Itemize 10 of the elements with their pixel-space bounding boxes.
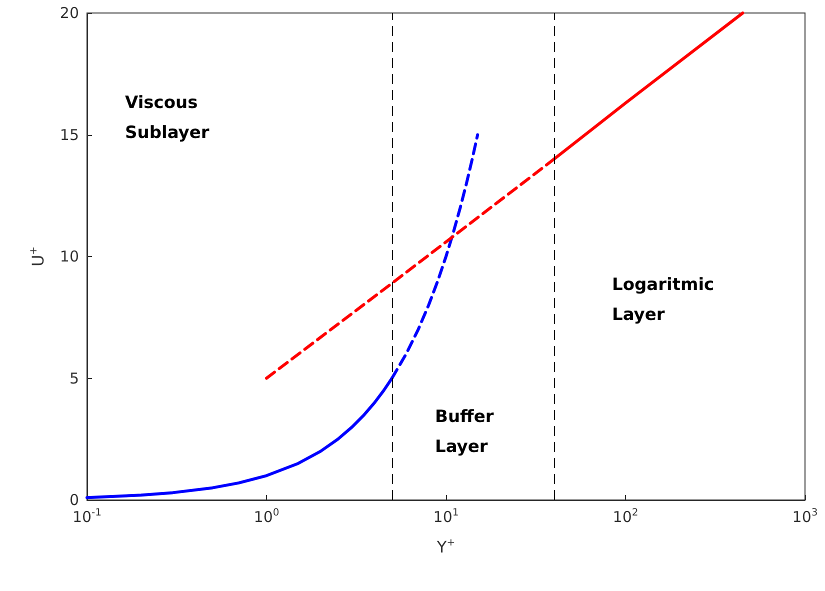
y-axis-title: U+	[28, 246, 48, 267]
y-tick-label: 5	[69, 369, 79, 388]
y-tick-label: 10	[60, 248, 79, 266]
y-tick-label: 15	[60, 126, 79, 144]
annotation: Viscous Sublayer	[125, 93, 210, 143]
x-axis-title: Y+	[436, 538, 456, 556]
annotation: Buffer Layer	[435, 407, 494, 457]
y-tick-label: 0	[69, 491, 79, 509]
annotation: Logaritmic Layer	[612, 275, 714, 325]
y-tick-label: 20	[60, 4, 79, 22]
